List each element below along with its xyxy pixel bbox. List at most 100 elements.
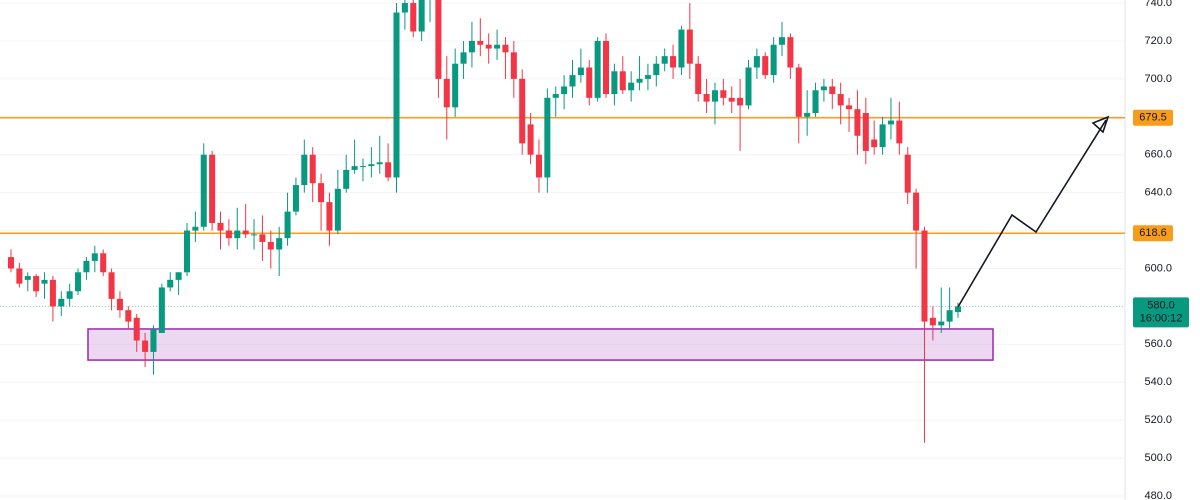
candle-body [16,268,23,284]
projection-arrow [1091,115,1110,134]
candle-body [636,78,643,83]
candle-body [259,234,266,242]
level-label-box [1133,225,1173,242]
candle-body [452,63,459,108]
candle-body [795,67,802,117]
candle-body [83,260,90,273]
candle-body [309,154,316,184]
candle-body [887,120,894,125]
candle-body [670,56,677,68]
candle-body [778,37,786,45]
candle-body [443,78,450,108]
candle-body [846,105,853,110]
candle-body [292,185,299,212]
y-tick-label: 660.0 [1144,149,1172,161]
candle-body [913,192,920,231]
candle-body [108,272,115,299]
candle-body [695,63,702,95]
candle-body [183,230,191,273]
candle-body [125,310,132,322]
candle-body [7,257,15,269]
candle-body [519,78,526,144]
candle-body [477,40,484,45]
candle-body [326,202,333,231]
candle-body [318,183,325,203]
candle-body [510,52,517,79]
candle-body [49,279,56,307]
candle-body [770,44,777,76]
candle-body [535,154,542,178]
y-tick-label: 520.0 [1144,414,1172,426]
candle-body [234,230,241,239]
candle-body [561,86,568,95]
candle-body [854,109,861,136]
candle-body [359,166,366,168]
candle-body [142,340,149,352]
candle-body [284,211,291,239]
candle-body [24,276,31,280]
candle-body [703,94,710,102]
candle-body [753,56,760,68]
y-tick-label: 700.0 [1144,73,1172,85]
candle-body [594,40,601,98]
candle-body [745,67,752,106]
candle-body [225,230,232,239]
current-price-box [1133,297,1189,328]
y-tick-label: 560.0 [1144,338,1172,350]
candle-body [502,44,509,53]
candle-body [251,234,258,236]
candle-body [217,222,224,231]
candle-body [116,298,123,311]
candle-body [468,40,475,53]
candle-body [343,169,350,189]
y-tick-label: 600.0 [1144,262,1172,274]
candle-body [862,113,869,151]
candle-body [460,52,467,64]
candle-body [762,56,769,76]
candle-body [879,124,886,148]
candle-body [569,75,576,87]
candle-body [435,0,442,79]
candle-body [100,253,107,273]
candle-body [611,71,618,95]
candle-body [653,63,660,76]
candle-body [820,86,827,91]
candle-body [200,154,207,227]
candle-body [628,82,635,91]
candle-body [787,37,794,68]
candle-body [728,97,735,102]
candle-body [837,94,844,106]
candle-body [58,298,65,307]
candle-body [711,90,718,102]
candle-body [192,226,199,231]
candle-body [75,272,82,292]
candle-body [904,154,911,193]
y-tick-label: 540.0 [1144,376,1172,388]
candle-body [418,0,425,32]
candle-body [301,154,308,186]
candle-body [720,90,727,98]
candle-body [686,29,693,64]
candle-body [938,321,945,326]
candle-body [804,113,811,117]
candle-body [678,29,685,68]
candle-body [276,238,283,250]
candle-body [385,162,392,178]
candle-body [410,3,417,32]
candle-body [209,154,216,223]
candle-body [527,124,534,155]
candle-body [351,166,358,170]
candle-body [393,12,400,178]
candle-body [401,3,408,13]
candle-body [267,241,274,250]
candle-body [577,67,584,76]
candle-body [485,44,492,49]
candle-body [167,279,174,288]
candle-body [91,253,98,261]
candle-body [494,44,501,49]
y-tick-label: 480.0 [1144,490,1172,500]
candle-body [871,139,878,148]
y-tick-label: 740.0 [1144,0,1172,9]
current-price-label: 580.0 [1147,299,1175,311]
